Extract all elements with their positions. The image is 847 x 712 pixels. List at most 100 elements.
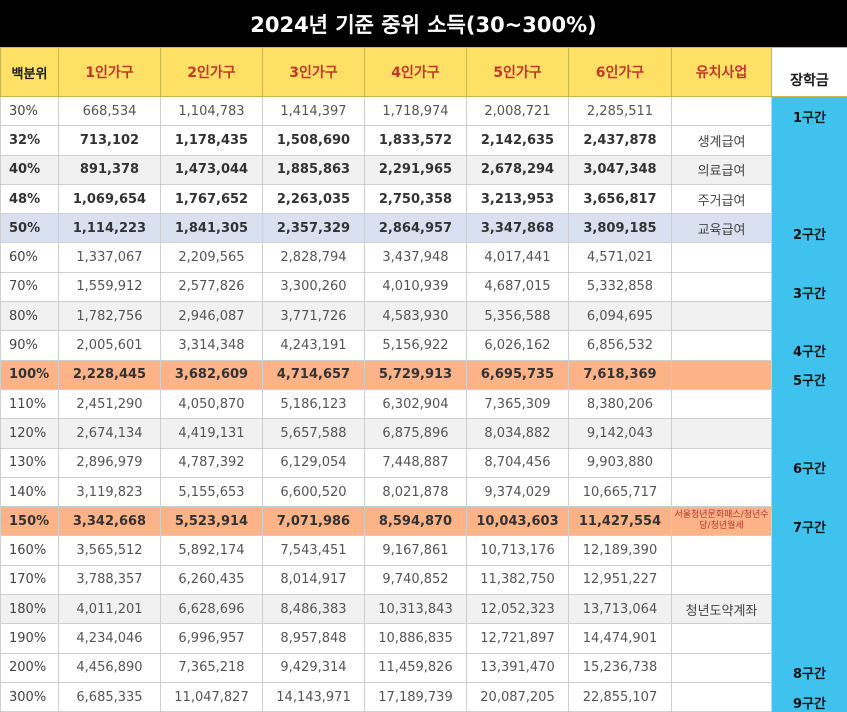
percentile-cell: 70%	[1, 272, 59, 301]
header-3-person: 3인가구	[263, 48, 365, 97]
income-cell-5-person: 2,678,294	[467, 155, 569, 184]
income-cell-1-person: 4,011,201	[59, 595, 161, 624]
income-cell-4-person: 9,740,852	[365, 565, 467, 594]
income-cell-6-person: 9,903,880	[569, 448, 672, 477]
percentile-cell: 150%	[1, 507, 59, 536]
income-cell-5-person: 4,687,015	[467, 272, 569, 301]
income-cell-2-person: 1,178,435	[161, 126, 263, 155]
program-cell	[672, 536, 772, 565]
percentile-cell: 50%	[1, 214, 59, 243]
income-cell-1-person: 3,119,823	[59, 477, 161, 506]
income-cell-5-person: 20,087,205	[467, 682, 569, 711]
program-cell: 주거급여	[672, 184, 772, 213]
income-cell-6-person: 3,809,185	[569, 214, 672, 243]
income-cell-1-person: 1,114,223	[59, 214, 161, 243]
scholarship-cell	[772, 565, 847, 594]
income-cell-1-person: 2,451,290	[59, 389, 161, 418]
header-2-person: 2인가구	[161, 48, 263, 97]
percentile-cell: 110%	[1, 389, 59, 418]
income-cell-5-person: 8,704,456	[467, 448, 569, 477]
income-cell-4-person: 5,156,922	[365, 331, 467, 360]
percentile-cell: 180%	[1, 595, 59, 624]
income-cell-1-person: 2,228,445	[59, 360, 161, 389]
scholarship-cell: 2구간	[772, 214, 847, 243]
income-cell-4-person: 9,167,861	[365, 536, 467, 565]
income-cell-5-person: 7,365,309	[467, 389, 569, 418]
percentile-cell: 300%	[1, 682, 59, 711]
program-cell	[672, 389, 772, 418]
scholarship-cell	[772, 126, 847, 155]
income-cell-5-person: 6,026,162	[467, 331, 569, 360]
income-cell-5-person: 3,213,953	[467, 184, 569, 213]
income-cell-2-person: 3,682,609	[161, 360, 263, 389]
program-cell	[672, 97, 772, 126]
scholarship-cell: 6구간	[772, 448, 847, 477]
income-cell-5-person: 12,721,897	[467, 624, 569, 653]
income-cell-6-person: 5,332,858	[569, 272, 672, 301]
income-cell-4-person: 6,875,896	[365, 419, 467, 448]
income-cell-5-person: 3,347,868	[467, 214, 569, 243]
income-cell-3-person: 7,543,451	[263, 536, 365, 565]
income-cell-3-person: 4,243,191	[263, 331, 365, 360]
header-program: 유치사업	[672, 48, 772, 97]
scholarship-cell: 1구간	[772, 97, 847, 126]
program-cell	[672, 272, 772, 301]
program-cell: 교육급여	[672, 214, 772, 243]
income-cell-2-person: 5,892,174	[161, 536, 263, 565]
income-cell-6-person: 3,047,348	[569, 155, 672, 184]
percentile-cell: 48%	[1, 184, 59, 213]
income-cell-3-person: 2,828,794	[263, 243, 365, 272]
income-cell-3-person: 2,263,035	[263, 184, 365, 213]
percentile-cell: 200%	[1, 653, 59, 682]
program-cell	[672, 419, 772, 448]
income-cell-4-person: 10,313,843	[365, 595, 467, 624]
income-cell-1-person: 3,788,357	[59, 565, 161, 594]
income-cell-6-person: 7,618,369	[569, 360, 672, 389]
income-cell-1-person: 2,674,134	[59, 419, 161, 448]
income-cell-1-person: 668,534	[59, 97, 161, 126]
income-cell-1-person: 1,069,654	[59, 184, 161, 213]
income-cell-2-person: 1,767,652	[161, 184, 263, 213]
income-cell-6-person: 11,427,554	[569, 507, 672, 536]
scholarship-cell: 8구간	[772, 653, 847, 682]
income-cell-2-person: 4,787,392	[161, 448, 263, 477]
income-cell-2-person: 5,155,653	[161, 477, 263, 506]
income-cell-2-person: 2,946,087	[161, 302, 263, 331]
header-row: 백분위 1인가구 2인가구 3인가구 4인가구 5인가구 6인가구 유치사업 장…	[1, 48, 847, 97]
income-cell-4-person: 2,750,358	[365, 184, 467, 213]
income-cell-1-person: 4,456,890	[59, 653, 161, 682]
percentile-cell: 130%	[1, 448, 59, 477]
scholarship-cell: 5구간	[772, 360, 847, 389]
income-cell-3-person: 3,300,260	[263, 272, 365, 301]
income-cell-2-person: 3,314,348	[161, 331, 263, 360]
scholarship-cell	[772, 595, 847, 624]
header-1-person: 1인가구	[59, 48, 161, 97]
income-cell-4-person: 6,302,904	[365, 389, 467, 418]
income-cell-2-person: 4,050,870	[161, 389, 263, 418]
income-cell-4-person: 3,437,948	[365, 243, 467, 272]
income-cell-2-person: 11,047,827	[161, 682, 263, 711]
income-cell-4-person: 10,886,835	[365, 624, 467, 653]
program-cell	[672, 243, 772, 272]
income-cell-4-person: 17,189,739	[365, 682, 467, 711]
program-cell	[672, 682, 772, 711]
percentile-cell: 170%	[1, 565, 59, 594]
income-cell-5-person: 8,034,882	[467, 419, 569, 448]
income-cell-6-person: 12,189,390	[569, 536, 672, 565]
income-cell-1-person: 713,102	[59, 126, 161, 155]
scholarship-cell: 3구간	[772, 272, 847, 301]
income-cell-4-person: 4,010,939	[365, 272, 467, 301]
income-cell-6-person: 2,437,878	[569, 126, 672, 155]
income-cell-3-person: 5,657,588	[263, 419, 365, 448]
income-cell-6-person: 3,656,817	[569, 184, 672, 213]
scholarship-cell	[772, 243, 847, 272]
percentile-cell: 60%	[1, 243, 59, 272]
scholarship-cell	[772, 536, 847, 565]
income-cell-2-person: 1,104,783	[161, 97, 263, 126]
income-cell-3-person: 9,429,314	[263, 653, 365, 682]
